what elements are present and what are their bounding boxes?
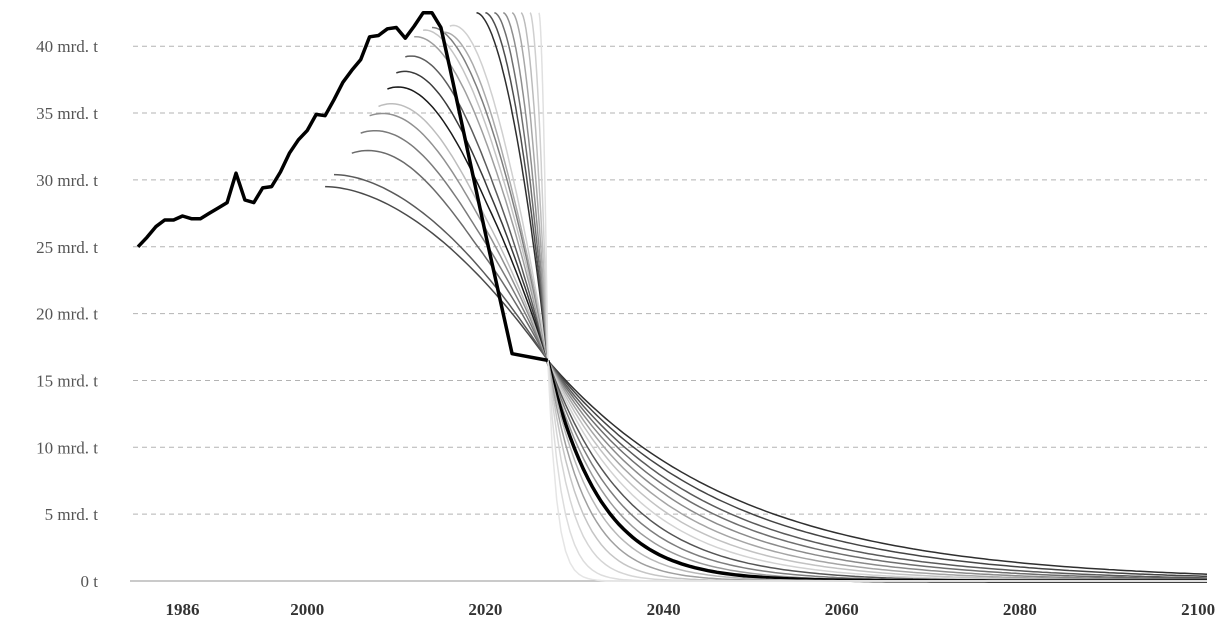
pathway-line (360, 129, 549, 361)
pathway-line (387, 86, 549, 361)
pathway-line (494, 12, 549, 361)
y-tick-labels: 0 t 5 mrd. t 10 mrd. t 15 mrd. t 20 mrd. t 25… (36, 37, 98, 591)
pathway-line (431, 26, 549, 361)
y-tick-label: 10 mrd. t (36, 438, 98, 457)
y-tick-label: 40 mrd. t (36, 37, 98, 56)
pathway-line (440, 31, 549, 361)
pathway-line (378, 103, 549, 361)
decay-line (547, 359, 1208, 575)
x-tick-label: 2000 (290, 600, 324, 619)
x-tick-label: 2100 (1181, 600, 1215, 619)
decay-line (547, 359, 1208, 579)
y-tick-label: 0 t (81, 572, 99, 591)
y-tick-label: 20 mrd. t (36, 305, 98, 324)
pathway-line (485, 12, 549, 361)
pathway-line (449, 24, 549, 361)
decay-line (547, 359, 1208, 578)
pathway-line (503, 12, 549, 361)
pathway-line (511, 12, 549, 361)
x-tick-label: 1986 (166, 600, 200, 619)
pathway-line (369, 112, 549, 361)
y-tick-label: 5 mrd. t (45, 505, 99, 524)
x-tick-label: 2060 (825, 600, 859, 619)
y-tick-label: 35 mrd. t (36, 104, 98, 123)
pathway-line (333, 173, 549, 361)
pathway-line (520, 12, 549, 361)
pathway-line (529, 12, 549, 361)
x-tick-label: 2080 (1003, 600, 1037, 619)
decay-line (547, 360, 1207, 582)
x-tick-labels: 1986 2000 2020 2040 2060 2080 2100 (166, 600, 1216, 619)
pathway-line (396, 70, 549, 361)
y-tick-label: 15 mrd. t (36, 371, 98, 390)
pathway-line (405, 55, 549, 361)
pathway-line (414, 35, 549, 361)
pathway-line (325, 185, 549, 361)
x-tick-label: 2020 (468, 600, 502, 619)
historical-layer (136, 11, 549, 363)
reference-decay-line (546, 359, 1207, 583)
grid-layer (130, 45, 1207, 582)
decay-line (547, 360, 1207, 581)
historical-emissions-line (136, 11, 549, 363)
decay-line (547, 359, 1208, 580)
pathway-line (351, 149, 549, 361)
pathway-line (538, 12, 549, 361)
y-tick-label: 25 mrd. t (36, 238, 98, 257)
x-tick-label: 2040 (647, 600, 681, 619)
pathway-line (476, 12, 549, 361)
y-tick-label: 30 mrd. t (36, 171, 98, 190)
